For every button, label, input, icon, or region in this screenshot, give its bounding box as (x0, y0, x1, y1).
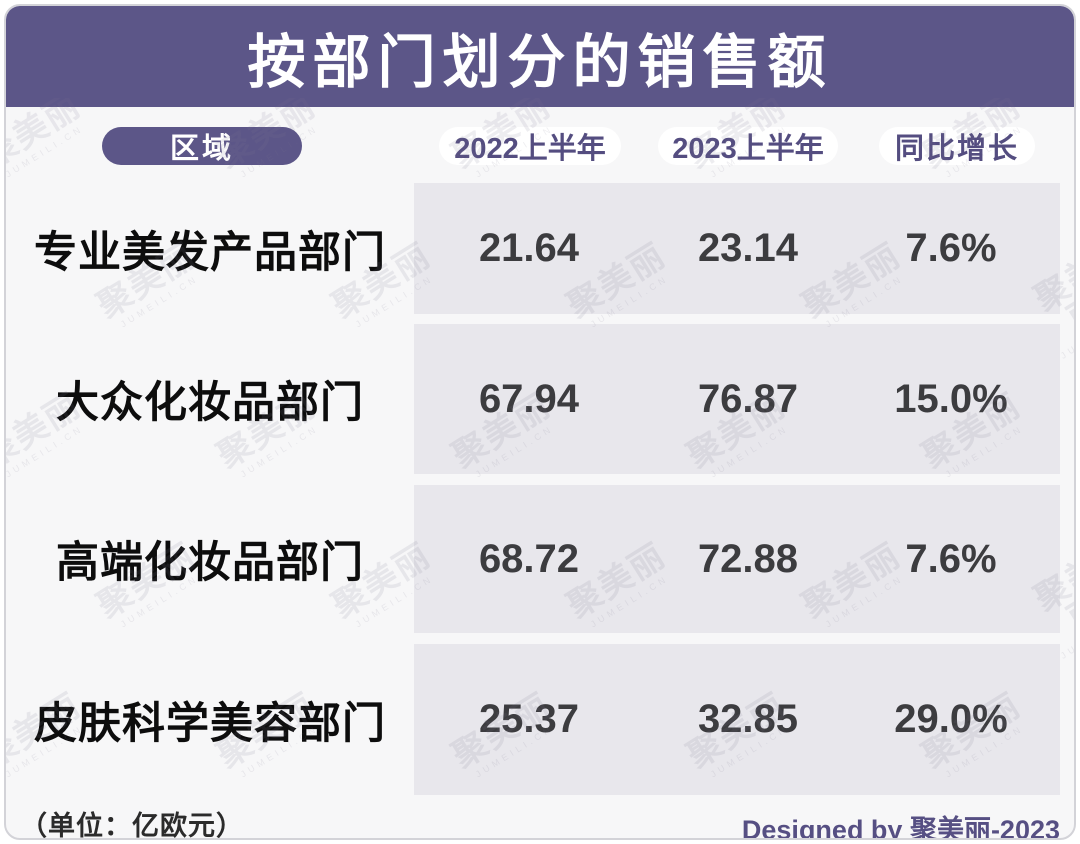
infographic-card: 按部门划分的销售额 区域 2022上半年 2023上半年 同比增长 专业美发产品… (4, 4, 1076, 840)
column-header-growth-label: 同比增长 (894, 133, 1019, 165)
row-label: 高端化妆品部门 (56, 539, 364, 587)
value-2023h1: 72.88 (697, 536, 799, 581)
page-title: 按部门划分的销售额 (247, 29, 833, 95)
column-header-2023h1-label: 2023上半年 (672, 133, 824, 165)
row-band: 21.64 23.14 7.6% (414, 183, 1060, 314)
table-row: 专业美发产品部门 21.64 23.14 7.6% (6, 183, 1074, 314)
value-growth: 29.0% (894, 697, 1008, 741)
row-band: 67.94 76.87 15.0% (414, 324, 1060, 474)
row-band: 25.37 32.85 29.0% (414, 644, 1060, 795)
unit-note: （单位：亿欧元） (20, 811, 244, 840)
value-2023h1: 32.85 (697, 697, 799, 741)
table-row: 皮肤科学美容部门 25.37 32.85 29.0% (6, 644, 1074, 795)
column-header-2022h1-label: 2022上半年 (454, 133, 606, 165)
value-2023h1: 23.14 (697, 226, 799, 270)
value-growth: 7.6% (905, 226, 997, 270)
table-row: 大众化妆品部门 67.94 76.87 15.0% (6, 324, 1074, 474)
designer-credit: Designed by 聚美丽-2023 (741, 815, 1060, 840)
column-header-2022h1: 2022上半年 (439, 127, 621, 165)
value-2022h1: 21.64 (478, 226, 580, 270)
value-2022h1: 67.94 (478, 376, 580, 421)
row-label: 专业美发产品部门 (34, 228, 386, 277)
table-row: 高端化妆品部门 68.72 72.88 7.6% (6, 485, 1074, 633)
column-header-growth: 同比增长 (879, 127, 1035, 165)
title-banner: 按部门划分的销售额 (6, 6, 1074, 107)
column-header-region: 区域 (102, 127, 302, 165)
column-header-2023h1: 2023上半年 (658, 127, 838, 165)
column-header-region-label: 区域 (169, 133, 234, 165)
value-growth: 15.0% (894, 376, 1008, 421)
value-growth: 7.6% (905, 536, 997, 581)
value-2022h1: 68.72 (478, 536, 580, 581)
row-label: 皮肤科学美容部门 (34, 699, 386, 748)
row-label: 大众化妆品部门 (56, 379, 364, 427)
value-2022h1: 25.37 (478, 697, 580, 741)
value-2023h1: 76.87 (697, 376, 799, 421)
row-band: 68.72 72.88 7.6% (414, 485, 1060, 633)
